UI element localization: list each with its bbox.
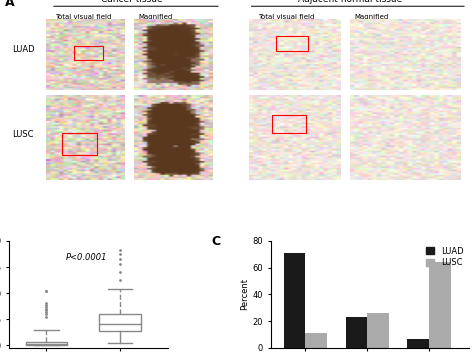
Bar [100, 314, 141, 331]
Text: Adjacent normal tissue: Adjacent normal tissue [298, 0, 402, 4]
Text: Magnified: Magnified [354, 14, 389, 20]
Text: Total visual field: Total visual field [258, 14, 314, 20]
Text: LUSC: LUSC [12, 130, 33, 139]
Bar [26, 342, 67, 345]
Bar [305, 333, 327, 348]
Text: LUAD: LUAD [12, 45, 35, 54]
Text: Magnified: Magnified [138, 14, 173, 20]
Text: C: C [212, 235, 221, 247]
Text: Cancer tissue: Cancer tissue [100, 0, 162, 4]
Text: A: A [5, 0, 15, 9]
Bar [429, 262, 451, 348]
Bar [367, 313, 389, 348]
Text: Total visual field: Total visual field [55, 14, 112, 20]
Legend: LUAD, LUSC: LUAD, LUSC [424, 245, 465, 269]
Bar [346, 317, 367, 348]
Y-axis label: Percent: Percent [240, 278, 249, 310]
Bar [407, 339, 429, 348]
Text: P<0.0001: P<0.0001 [66, 253, 108, 262]
Bar [283, 253, 305, 348]
